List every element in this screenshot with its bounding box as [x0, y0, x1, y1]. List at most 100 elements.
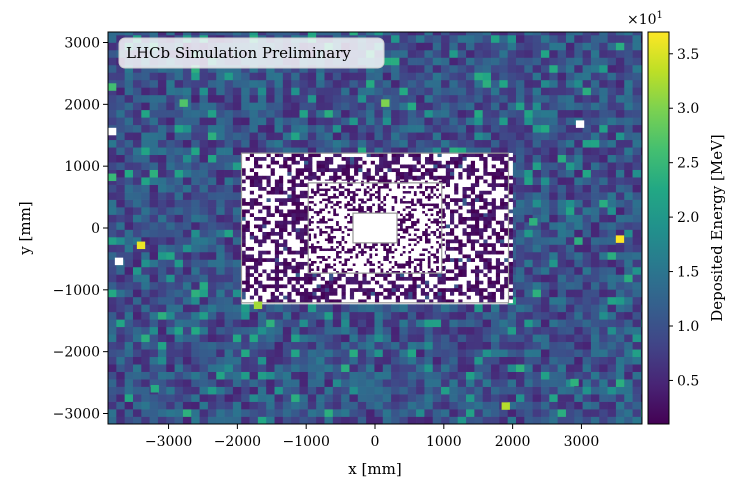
heatmap-cell — [295, 254, 301, 259]
heatmap-cell — [532, 32, 542, 36]
heatmap-cell — [232, 214, 242, 223]
heatmap-cell — [108, 109, 117, 118]
heatmap-cell — [308, 218, 312, 222]
heatmap-cell — [487, 250, 493, 255]
heatmap-cell — [132, 94, 142, 103]
heatmap-cell — [362, 299, 367, 304]
heatmap-cell — [274, 109, 284, 118]
heatmap-cell — [324, 341, 334, 350]
heatmap-cell — [457, 304, 467, 313]
heatmap-cell — [274, 280, 280, 285]
heatmap-cell — [508, 291, 513, 296]
heatmap-cell — [457, 57, 467, 66]
heatmap-cell — [324, 205, 329, 209]
heatmap-cell — [108, 409, 117, 417]
heatmap-cell — [450, 265, 455, 270]
heatmap-cell — [607, 259, 617, 268]
heatmap-cell — [304, 239, 309, 244]
heatmap-cell — [116, 379, 126, 387]
heatmap-cell — [254, 276, 259, 281]
heatmap-cell — [475, 205, 480, 210]
heatmap-cell — [341, 94, 350, 103]
heatmap-cell — [470, 284, 476, 289]
heatmap-cell — [491, 272, 497, 277]
heatmap-cell — [424, 409, 434, 417]
heatmap-cell — [408, 272, 413, 277]
heatmap-cell — [324, 117, 334, 126]
heatmap-cell — [304, 209, 309, 214]
heatmap-cell — [332, 32, 342, 36]
heatmap-cell — [349, 152, 355, 158]
heatmap-cell — [399, 272, 405, 277]
heatmap-cell — [274, 371, 284, 380]
heatmap-cell — [470, 250, 476, 255]
heatmap-cell — [441, 276, 447, 281]
heatmap-cell — [333, 248, 337, 252]
heatmap-cell — [499, 356, 509, 365]
heatmap-cell — [283, 220, 288, 225]
heatmap-cell — [307, 364, 317, 372]
heatmap-cell — [500, 287, 505, 292]
heatmap-cell — [599, 102, 608, 111]
heatmap-cell — [549, 49, 558, 58]
heatmap-cell — [308, 225, 312, 229]
heatmap-cell — [416, 401, 425, 410]
heatmap-cell — [479, 212, 484, 217]
heatmap-cell — [245, 164, 251, 169]
heatmap-cell — [466, 319, 475, 328]
heatmap-cell — [262, 156, 267, 161]
heatmap-cell — [582, 169, 592, 178]
heatmap-cell — [279, 287, 284, 292]
heatmap-cell — [450, 205, 455, 210]
heatmap-cell — [557, 259, 567, 268]
heatmap-cell — [174, 154, 184, 163]
heatmap-cell — [299, 250, 305, 255]
heatmap-cell — [540, 87, 550, 96]
heatmap-cell — [524, 401, 534, 410]
heatmap-cell — [241, 164, 247, 169]
heatmap-cell — [337, 171, 342, 176]
heatmap-cell — [283, 295, 288, 300]
heatmap-cell — [307, 117, 317, 126]
heatmap-cell — [445, 227, 451, 232]
heatmap-cell — [624, 57, 633, 66]
heatmap-cell — [191, 379, 200, 387]
heatmap-cell — [249, 371, 259, 380]
heatmap-cell — [270, 239, 276, 244]
heatmap-cell — [274, 254, 280, 259]
heatmap-cell — [354, 164, 359, 169]
heatmap-cell — [319, 233, 323, 237]
heatmap-cell — [108, 132, 117, 141]
heatmap-cell — [311, 268, 315, 271]
heatmap-cell — [457, 64, 467, 73]
heatmap-cell — [349, 109, 359, 118]
heatmap-cell — [274, 250, 280, 255]
heatmap-cell — [299, 139, 309, 148]
heatmap-cell — [316, 218, 320, 222]
heatmap-cell — [391, 152, 397, 158]
heatmap-cell — [450, 167, 455, 173]
heatmap-cell — [466, 416, 475, 425]
heatmap-cell — [207, 117, 217, 126]
heatmap-cell — [607, 409, 617, 417]
heatmap-cell — [349, 364, 359, 372]
heatmap-cell — [549, 236, 558, 245]
heatmap-cell — [491, 167, 497, 173]
heatmap-cell — [424, 87, 434, 96]
heatmap-cell — [116, 34, 126, 43]
heatmap-cell — [432, 326, 442, 335]
heatmap-cell — [324, 180, 329, 184]
heatmap-cell — [483, 186, 488, 191]
heatmap-cell — [349, 386, 359, 395]
heatmap-cell — [287, 254, 292, 259]
heatmap-cell — [304, 254, 309, 259]
heatmap-cell — [124, 139, 134, 148]
heatmap-cell — [466, 57, 475, 66]
heatmap-cell — [466, 371, 475, 380]
heatmap-cell — [500, 164, 505, 169]
heatmap-cell — [257, 334, 267, 343]
heatmap-cell — [333, 152, 338, 158]
heatmap-cell — [270, 156, 276, 161]
heatmap-cell — [540, 132, 550, 141]
heatmap-cell — [266, 261, 272, 266]
